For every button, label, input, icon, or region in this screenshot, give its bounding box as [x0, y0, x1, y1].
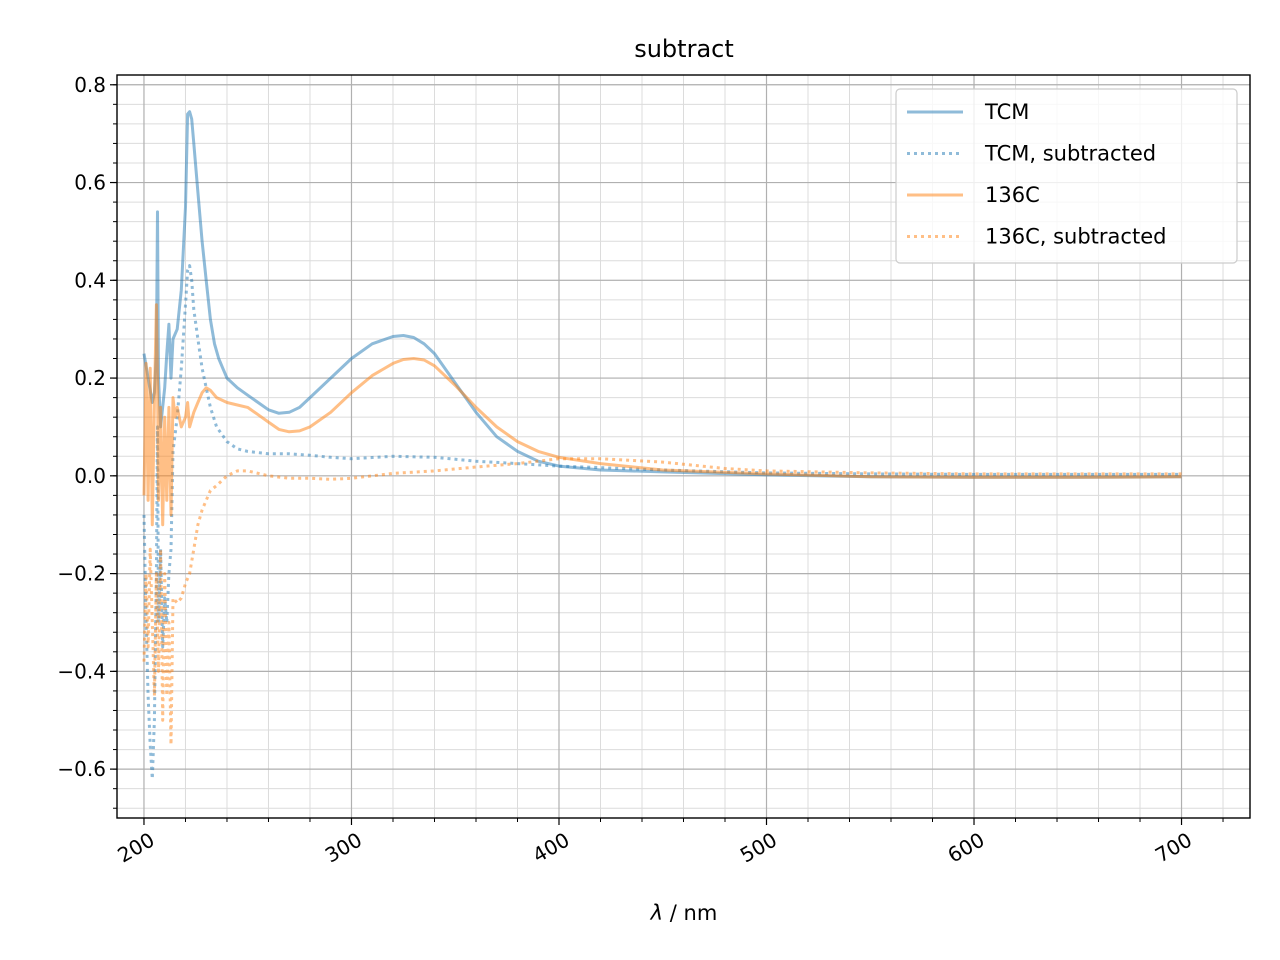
legend-label-136c: 136C	[985, 183, 1040, 207]
series-line-tcm-subtracted	[142, 264, 1182, 781]
legend-label-tcm-subtracted: TCM, subtracted	[984, 142, 1156, 166]
chart-title: subtract	[634, 35, 734, 63]
y-tick-label: 0.2	[74, 366, 106, 390]
legend-box	[895, 88, 1238, 264]
series-line-136c-subtracted	[142, 457, 1182, 747]
y-tick-label: −0.4	[57, 659, 106, 683]
legend-label-136c-subtracted: 136C, subtracted	[985, 225, 1166, 249]
x-axis-label-unit: / nm	[663, 901, 717, 925]
y-tick-label: −0.6	[57, 757, 106, 781]
y-tick-label: 0.6	[74, 171, 106, 195]
y-tick-label: 0.4	[74, 268, 106, 292]
y-tick-label: −0.2	[57, 562, 106, 586]
x-axis-label: λ / nm	[650, 901, 718, 925]
series-line-tcm	[142, 110, 1182, 479]
series-layer	[142, 110, 1182, 781]
y-axis: −0.6 −0.4 −0.2 0.0 0.2 0.4 0.6 0.8	[57, 73, 117, 809]
series-line-136c	[142, 303, 1182, 527]
legend: TCM TCM, subtracted 136C 136C, subtracted	[895, 88, 1238, 264]
x-axis-label-symbol: λ	[650, 901, 663, 925]
legend-label-tcm: TCM	[984, 100, 1029, 124]
y-tick-label: 0.0	[74, 464, 106, 488]
y-tick-label: 0.8	[74, 73, 106, 97]
